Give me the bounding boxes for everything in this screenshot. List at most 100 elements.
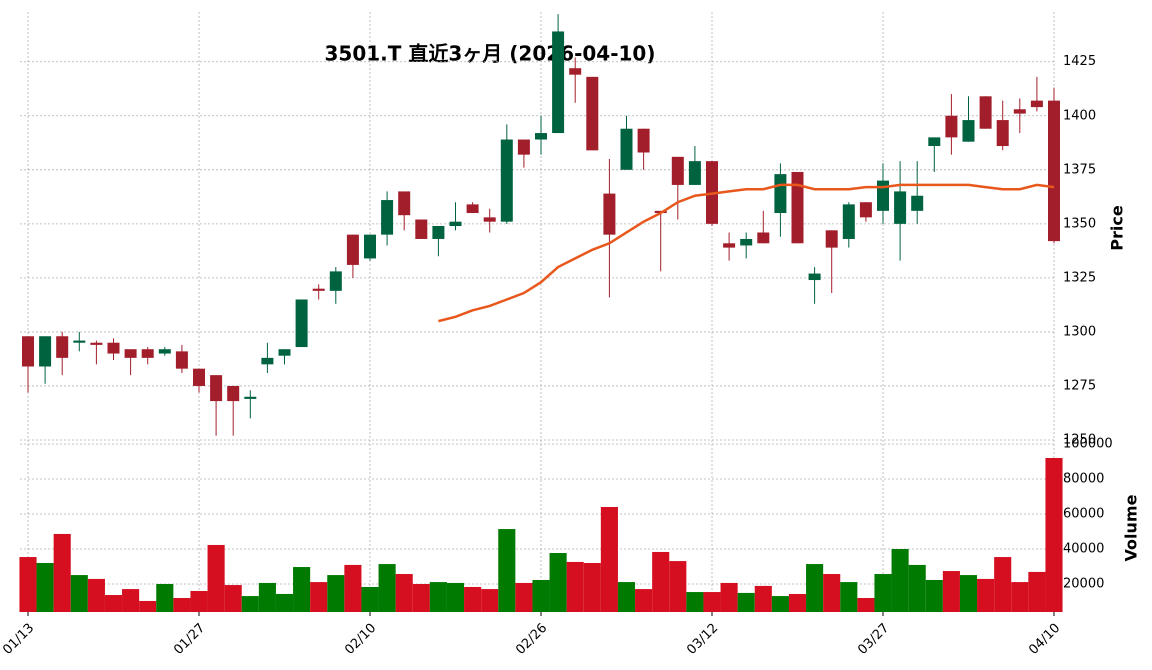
volume-bar xyxy=(139,600,157,612)
y-tick-label: 1250 xyxy=(1063,433,1096,448)
candle-body xyxy=(808,273,821,281)
volume-bar xyxy=(1011,582,1029,612)
volume-bar xyxy=(36,563,54,612)
volume-bar xyxy=(788,593,807,612)
volume-bar xyxy=(823,574,841,612)
volume-bar xyxy=(737,592,755,612)
volume-bar xyxy=(754,585,772,612)
volume-bar xyxy=(942,571,960,612)
x-tick-label: 03/27 xyxy=(855,621,892,658)
volume-bar xyxy=(310,582,328,612)
candle-body xyxy=(620,128,633,170)
volume-bar xyxy=(600,507,618,612)
candle-body xyxy=(295,299,308,348)
x-tick-label: 01/13 xyxy=(0,621,37,658)
candle-body xyxy=(432,226,445,239)
volume-bar xyxy=(617,582,636,612)
volume-bar xyxy=(515,582,533,612)
volume-tick-label: 100000 xyxy=(1063,437,1113,452)
volume-bar xyxy=(190,591,208,612)
candle-body xyxy=(774,174,787,214)
volume-bar xyxy=(412,584,430,612)
candle-body xyxy=(825,230,838,248)
volume-bar xyxy=(635,589,653,612)
volume-bar xyxy=(361,586,379,612)
volume-bar xyxy=(857,598,875,612)
volume-bar xyxy=(70,575,88,612)
candle-body xyxy=(569,68,582,75)
volume-bar xyxy=(720,582,738,612)
y-tick-label: 1350 xyxy=(1063,216,1096,231)
candle-body xyxy=(364,234,376,259)
candle-body xyxy=(175,351,188,369)
candle-body xyxy=(381,200,394,235)
candle-body xyxy=(637,128,650,153)
y-tick-label: 1400 xyxy=(1063,108,1096,123)
y-tick-label: 1300 xyxy=(1063,324,1096,339)
volume-bar xyxy=(19,557,37,612)
volume-bar xyxy=(840,582,858,612)
volume-bar xyxy=(224,585,242,612)
volume-axis-label: Volume xyxy=(1122,494,1141,561)
candle-body xyxy=(278,349,291,356)
volume-bar xyxy=(806,564,824,612)
volume-bar xyxy=(908,564,926,612)
candle-body xyxy=(1048,100,1060,242)
candle-body xyxy=(552,31,565,134)
candle-body xyxy=(329,271,342,291)
volume-bar xyxy=(481,589,499,612)
candle-body xyxy=(312,288,325,291)
y-tick-label: 1325 xyxy=(1063,270,1096,285)
candle-body xyxy=(945,115,958,138)
volume-bar xyxy=(53,533,71,612)
volume-tick-label: 60000 xyxy=(1063,507,1104,522)
volume-bar xyxy=(549,553,567,612)
y-tick-label: 1275 xyxy=(1063,378,1096,393)
candle-body xyxy=(894,191,907,224)
volume-tick-label: 80000 xyxy=(1063,472,1104,487)
candle-body xyxy=(586,76,599,151)
candle-body xyxy=(158,349,171,354)
volume-bar xyxy=(686,592,704,612)
volume-bar xyxy=(241,596,259,612)
candle-body xyxy=(73,340,86,343)
volume-bar xyxy=(498,529,516,612)
candle-body xyxy=(22,336,34,367)
x-tick-label: 03/12 xyxy=(684,621,721,658)
candle-body xyxy=(688,161,701,185)
x-tick-label: 02/26 xyxy=(513,621,550,658)
candle-body xyxy=(210,375,223,402)
candle-body xyxy=(483,217,496,222)
volume-bar xyxy=(122,589,140,612)
volume-bar xyxy=(532,579,550,612)
volume-bar xyxy=(446,582,465,612)
volume-bar xyxy=(378,564,396,612)
candle-body xyxy=(90,342,103,345)
price-axis-label: Price xyxy=(1108,205,1127,251)
candle-body xyxy=(996,120,1009,147)
candle-body xyxy=(39,336,52,367)
candle-body xyxy=(740,238,753,246)
volume-bar xyxy=(583,563,601,612)
volume-bar xyxy=(395,574,413,612)
volume-bar xyxy=(207,544,225,612)
volume-bar xyxy=(344,564,362,612)
volume-bar xyxy=(156,584,174,612)
volume-bar xyxy=(429,582,447,612)
candle-body xyxy=(244,396,257,399)
candle-body xyxy=(517,139,530,155)
candle-body xyxy=(877,180,889,211)
candle-body xyxy=(859,202,872,218)
candle-body xyxy=(500,139,513,222)
candle-body xyxy=(1030,100,1043,108)
volume-bar xyxy=(1028,571,1046,612)
candle-body xyxy=(962,120,975,142)
volume-bar xyxy=(104,595,123,612)
volume-bar xyxy=(275,593,294,612)
candle-body xyxy=(193,368,205,386)
volume-bar xyxy=(293,567,311,612)
x-tick-label: 04/10 xyxy=(1026,621,1063,658)
volume-tick-label: 40000 xyxy=(1063,542,1104,557)
candle-body xyxy=(911,195,924,211)
